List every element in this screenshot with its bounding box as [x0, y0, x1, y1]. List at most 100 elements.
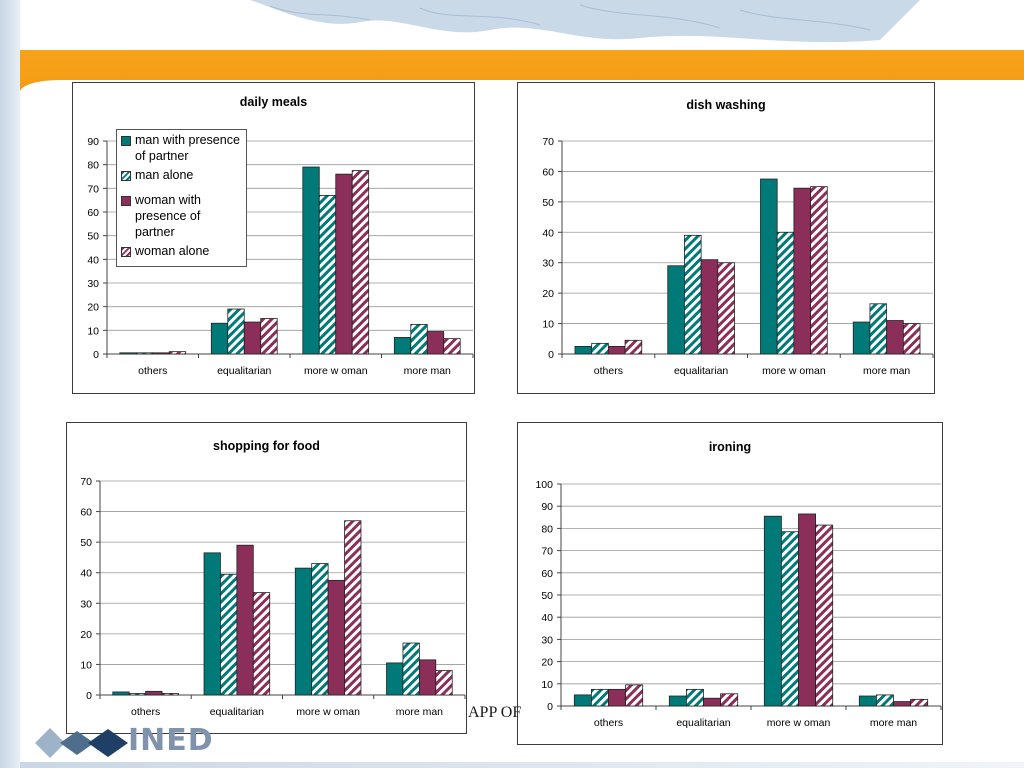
- y-tick-label: 50: [541, 590, 553, 602]
- bar: [203, 552, 221, 696]
- bar: [591, 342, 609, 355]
- bar: [591, 688, 609, 707]
- bar: [386, 662, 404, 696]
- bar: [717, 262, 735, 355]
- y-tick-label: 10: [541, 679, 553, 691]
- y-tick-label: 40: [541, 612, 553, 624]
- left-decorative-bar: [0, 0, 20, 768]
- y-tick-label: 30: [541, 634, 553, 646]
- y-tick-label: 80: [87, 160, 99, 172]
- y-tick-label: 10: [542, 319, 554, 331]
- bar: [344, 520, 362, 696]
- legend-label: woman alone: [135, 244, 210, 258]
- y-tick-label: 60: [541, 568, 553, 580]
- chart-panel-ironing: ironing 0 10 20 30 40 50 60 70 80 90 100 others equal…: [517, 422, 943, 745]
- x-category-label: more man: [863, 365, 910, 377]
- chart-panel-shopping-for-food: shopping for food 0 10 20 30 40 50 60 70 others eq…: [66, 422, 467, 734]
- bar: [243, 321, 262, 355]
- bar: [426, 331, 445, 355]
- y-tick-label: 70: [541, 546, 553, 558]
- bar: [351, 170, 370, 355]
- y-tick-label: 20: [541, 657, 553, 669]
- y-tick-label: 90: [87, 136, 99, 148]
- bar: [161, 693, 179, 696]
- legend-label: woman with presence of partner: [135, 193, 201, 239]
- y-tick-label: 30: [80, 598, 92, 610]
- y-tick-label: 60: [542, 166, 554, 178]
- header-map-background: [20, 0, 1024, 52]
- y-tick-label: 60: [87, 207, 99, 219]
- y-tick-label: 20: [80, 629, 92, 641]
- bar: [402, 642, 420, 696]
- x-category-label: more w oman: [304, 365, 368, 377]
- bar: [815, 524, 834, 707]
- bar: [776, 231, 795, 355]
- map-graphic: [250, 0, 920, 43]
- bar: [135, 352, 154, 355]
- bar: [128, 693, 147, 696]
- bar: [318, 195, 337, 355]
- legend-swatch-striped-teal: [121, 171, 131, 181]
- chart-title: daily meals: [240, 95, 307, 109]
- x-category-label: others: [594, 717, 623, 729]
- bar: [886, 320, 904, 355]
- bar: [311, 563, 329, 696]
- bar: [720, 693, 739, 707]
- chart-title: shopping for food: [213, 439, 320, 453]
- y-tick-label: 90: [541, 501, 553, 513]
- bar: [168, 351, 187, 355]
- chart-legend: man with presence of partner man alone w…: [116, 129, 247, 267]
- x-category-label: others: [131, 706, 160, 718]
- bar: [573, 694, 592, 707]
- bottom-decorative-line: [20, 762, 1024, 768]
- y-tick-label: 0: [86, 690, 92, 702]
- bar: [668, 695, 687, 707]
- bar: [112, 691, 130, 696]
- x-category-label: others: [594, 365, 623, 377]
- bar: [252, 592, 271, 696]
- bar: [684, 234, 702, 355]
- y-tick-label: 10: [80, 659, 92, 671]
- legend-item-woman-alone: woman alone: [121, 243, 242, 259]
- legend-item-woman-partner: woman with presence of partner: [121, 192, 242, 240]
- bar: [393, 337, 412, 355]
- y-tick-label: 40: [80, 568, 92, 580]
- bar: [145, 690, 163, 696]
- bar: [152, 352, 170, 355]
- chart-panel-daily-meals: daily meals 0 10 20 30 40 50 60 70 80 90 others equa…: [72, 82, 475, 394]
- bar: [410, 324, 428, 355]
- x-category-label: equalitarian: [676, 717, 730, 729]
- y-tick-label: 70: [87, 183, 99, 195]
- legend-label: man with presence of partner: [135, 133, 240, 163]
- chart-title: dish washing: [686, 98, 765, 112]
- y-tick-label: 50: [87, 231, 99, 243]
- y-tick-label: 30: [542, 258, 554, 270]
- y-tick-label: 10: [87, 325, 99, 337]
- bar: [685, 688, 704, 707]
- bar: [294, 567, 313, 696]
- y-tick-label: 0: [548, 349, 554, 361]
- bar: [418, 659, 437, 696]
- y-tick-label: 20: [87, 302, 99, 314]
- bar: [798, 513, 817, 707]
- legend-swatch-solid-plum: [121, 196, 131, 206]
- x-category-label: more man: [396, 706, 443, 718]
- x-category-label: more w oman: [767, 717, 831, 729]
- bar: [700, 259, 719, 355]
- y-tick-label: 30: [87, 278, 99, 290]
- y-tick-label: 80: [541, 523, 553, 535]
- bar: [260, 318, 278, 355]
- legend-label: man alone: [135, 168, 194, 182]
- bar: [335, 173, 353, 355]
- bar: [852, 321, 871, 355]
- bar: [220, 573, 238, 696]
- bar: [236, 544, 254, 696]
- bar: [302, 166, 320, 355]
- x-category-label: others: [138, 365, 167, 377]
- bar: [607, 345, 626, 355]
- bar: [793, 187, 811, 355]
- bar: [875, 694, 894, 707]
- y-tick-label: 20: [542, 288, 554, 300]
- y-tick-label: 40: [87, 254, 99, 266]
- y-tick-label: 0: [547, 701, 553, 713]
